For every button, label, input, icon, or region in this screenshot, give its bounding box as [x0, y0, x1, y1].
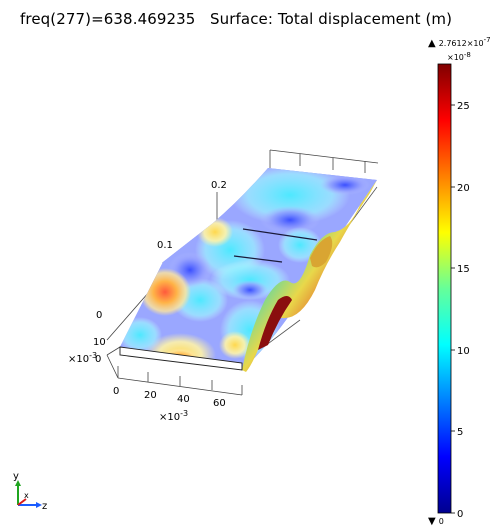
y-tick-0: 0	[96, 310, 102, 321]
triad-z-label: z	[42, 501, 47, 512]
triad-x-axis	[17, 498, 27, 506]
colorbar-tick-20: 20	[457, 183, 470, 194]
colorbar-min-label: ▼ 0	[428, 516, 444, 526]
z-scale-label: ×10-3	[68, 351, 97, 365]
y-tick-1: 0.1	[157, 240, 173, 251]
colorbar-tick-5: 5	[457, 427, 463, 438]
colorbar-tick-25: 25	[457, 101, 470, 112]
colorbar-gradient	[437, 63, 452, 514]
colorbar: ▲ 2.7612×10-7 ×10-8 0 5 10 15 20 25 ▼ 0	[428, 36, 491, 526]
colorbar-max-label: ▲ 2.7612×10-7	[428, 36, 491, 49]
z-tick-10: 10	[93, 337, 106, 348]
x-scale-label: ×10-3	[159, 409, 188, 423]
x-tick-0: 0	[113, 386, 119, 397]
colorbar-tick-0: 0	[457, 509, 463, 520]
x-tick-40: 40	[177, 394, 190, 405]
x-tick-20: 20	[144, 390, 157, 401]
plot-title: freq(277)=638.469235 Surface: Total disp…	[20, 10, 453, 28]
y-tick-2: 0.2	[211, 180, 227, 191]
colorbar-scale-label: ×10-8	[447, 51, 471, 62]
triad-y-label: y	[13, 471, 19, 482]
triad-x-label: x	[24, 491, 29, 500]
z-tick-0: 0	[95, 354, 101, 365]
colorbar-tick-10: 10	[457, 346, 470, 357]
colorbar-tick-15: 15	[457, 264, 470, 275]
displacement-surface	[119, 168, 377, 372]
axis-triad: y x z	[13, 471, 47, 512]
x-tick-60: 60	[213, 398, 226, 409]
